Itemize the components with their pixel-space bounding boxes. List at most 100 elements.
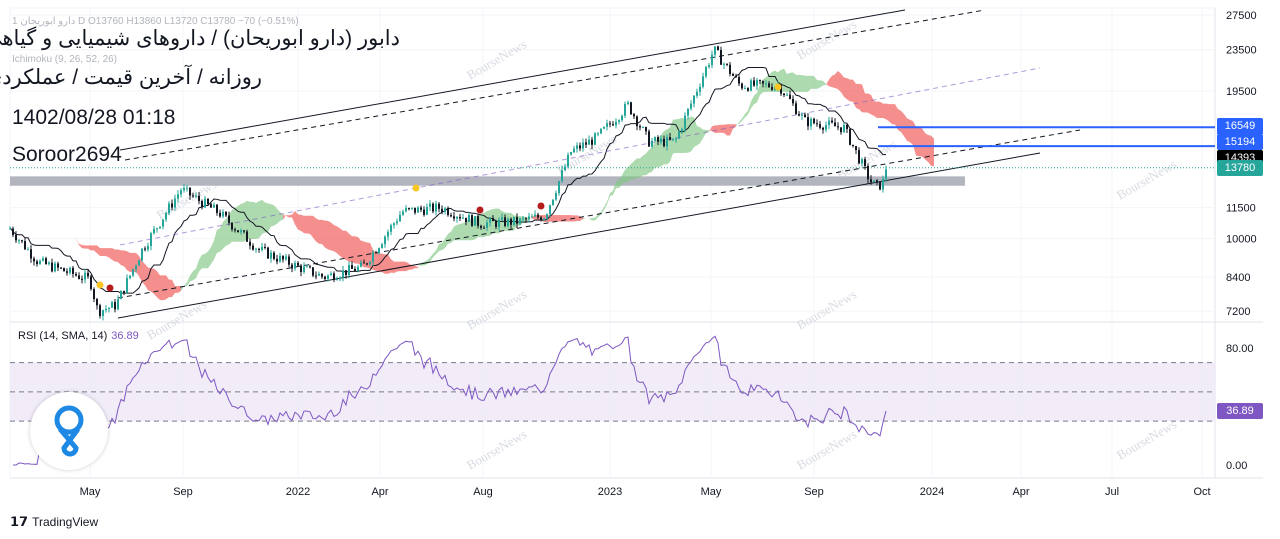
candle-body bbox=[651, 140, 653, 147]
candle-body bbox=[198, 195, 200, 202]
cloud-segment-bullish bbox=[205, 251, 208, 269]
candle-body bbox=[279, 255, 281, 262]
cloud-segment-bullish bbox=[793, 72, 796, 92]
cloud-segment-bearish bbox=[871, 94, 874, 116]
cloud-segment-bearish bbox=[910, 119, 913, 145]
cloud-segment-bearish bbox=[166, 275, 169, 300]
candle-body bbox=[306, 266, 308, 268]
candle-body bbox=[681, 129, 683, 132]
candle-body bbox=[234, 229, 236, 231]
time-tick: 2022 bbox=[286, 486, 310, 498]
cloud-segment-bearish bbox=[556, 215, 559, 222]
watermark: BourseNews bbox=[464, 426, 529, 472]
cloud-segment-bullish bbox=[208, 247, 211, 269]
candle-body bbox=[792, 98, 794, 104]
rsi-legend[interactable]: RSI (14, SMA, 14) 36.89 bbox=[18, 330, 139, 342]
cloud-segment-bearish bbox=[94, 245, 97, 254]
cloud-segment-bullish bbox=[784, 68, 787, 92]
cloud-segment-bearish bbox=[712, 125, 715, 134]
candle-body bbox=[684, 115, 686, 130]
cloud-segment-bullish bbox=[277, 208, 280, 224]
candle-body bbox=[267, 247, 269, 259]
cloud-segment-bullish bbox=[634, 158, 637, 180]
cloud-segment-bullish bbox=[613, 181, 616, 195]
cloud-segment-bearish bbox=[88, 245, 91, 251]
cloud-segment-bearish bbox=[916, 126, 919, 157]
cloud-segment-bullish bbox=[607, 193, 610, 205]
candle-body bbox=[417, 207, 419, 213]
candle-body bbox=[477, 216, 479, 226]
candle-body bbox=[750, 80, 752, 91]
candle-body bbox=[90, 276, 92, 290]
cloud-segment-bearish bbox=[844, 77, 847, 100]
watermark: BourseNews bbox=[1114, 416, 1179, 462]
candle-body bbox=[435, 203, 437, 212]
cloud-segment-bearish bbox=[391, 259, 394, 273]
cloud-segment-bullish bbox=[742, 113, 745, 122]
candle-body bbox=[669, 137, 671, 140]
candle-body bbox=[738, 76, 740, 84]
time-tick: Sep bbox=[173, 486, 193, 498]
cloud-segment-bearish bbox=[136, 252, 139, 277]
price-tick: 23500 bbox=[1226, 45, 1257, 57]
candle-body bbox=[120, 290, 122, 300]
cloud-segment-bullish bbox=[823, 80, 826, 86]
cloud-segment-bearish bbox=[130, 252, 133, 272]
candle-body bbox=[345, 270, 347, 276]
cloud-segment-bearish bbox=[883, 103, 886, 120]
cloud-segment-bearish bbox=[346, 230, 349, 262]
candle-body bbox=[276, 258, 278, 262]
cloud-segment-bullish bbox=[217, 228, 220, 253]
tradingview-logo-icon: 𝟭𝟳 bbox=[10, 514, 29, 529]
candle-body bbox=[123, 290, 125, 293]
candle-body bbox=[444, 208, 446, 212]
cloud-segment-bearish bbox=[865, 93, 868, 113]
cloud-segment-bullish bbox=[610, 190, 613, 197]
candle-body bbox=[843, 124, 845, 133]
candle-body bbox=[432, 203, 434, 212]
candle-body bbox=[564, 166, 566, 171]
signal-marker bbox=[537, 202, 545, 210]
cloud-segment-bullish bbox=[274, 205, 277, 226]
candle-body bbox=[369, 261, 371, 264]
candle-body bbox=[351, 265, 353, 269]
candle-body bbox=[192, 195, 194, 197]
candle-body bbox=[732, 74, 734, 76]
cloud-segment-bearish bbox=[163, 275, 166, 301]
cloud-segment-bearish bbox=[157, 271, 160, 300]
cloud-segment-bearish bbox=[835, 70, 838, 90]
watermark: BourseNews bbox=[554, 131, 619, 177]
candle-body bbox=[837, 126, 839, 128]
candle-body bbox=[63, 268, 65, 272]
candle-body bbox=[459, 217, 461, 219]
time-tick: 2024 bbox=[920, 486, 944, 498]
boursenews-logo bbox=[30, 392, 108, 470]
candle-body bbox=[246, 231, 248, 242]
candle-body bbox=[747, 88, 749, 91]
time-tick: 2023 bbox=[598, 486, 622, 498]
cloud-segment-bullish bbox=[817, 79, 820, 89]
candle-body bbox=[297, 262, 299, 266]
candle-body bbox=[66, 271, 68, 273]
candle-body bbox=[393, 223, 395, 226]
cloud-segment-bearish bbox=[919, 127, 922, 157]
candle-body bbox=[579, 145, 581, 149]
cloud-segment-bearish bbox=[856, 83, 859, 110]
cloud-segment-bullish bbox=[799, 74, 802, 92]
candle-body bbox=[243, 230, 245, 232]
cloud-segment-bearish bbox=[394, 261, 397, 273]
candle-body bbox=[798, 114, 800, 116]
candle-body bbox=[30, 249, 32, 259]
candle-body bbox=[720, 50, 722, 65]
cloud-segment-bullish bbox=[622, 169, 625, 185]
cloud-segment-bearish bbox=[877, 101, 880, 118]
cloud-segment-bearish bbox=[361, 240, 364, 268]
candle-body bbox=[705, 66, 707, 77]
cloud-segment-bullish bbox=[214, 229, 217, 260]
tradingview-brand[interactable]: 𝟭𝟳 TradingView bbox=[10, 514, 98, 530]
candle-body bbox=[675, 138, 677, 140]
ichimoku-legend[interactable]: Ichimoku (9, 26, 52, 26) bbox=[12, 54, 118, 65]
cloud-segment-bearish bbox=[862, 84, 865, 113]
watermark: BourseNews bbox=[1114, 156, 1179, 202]
